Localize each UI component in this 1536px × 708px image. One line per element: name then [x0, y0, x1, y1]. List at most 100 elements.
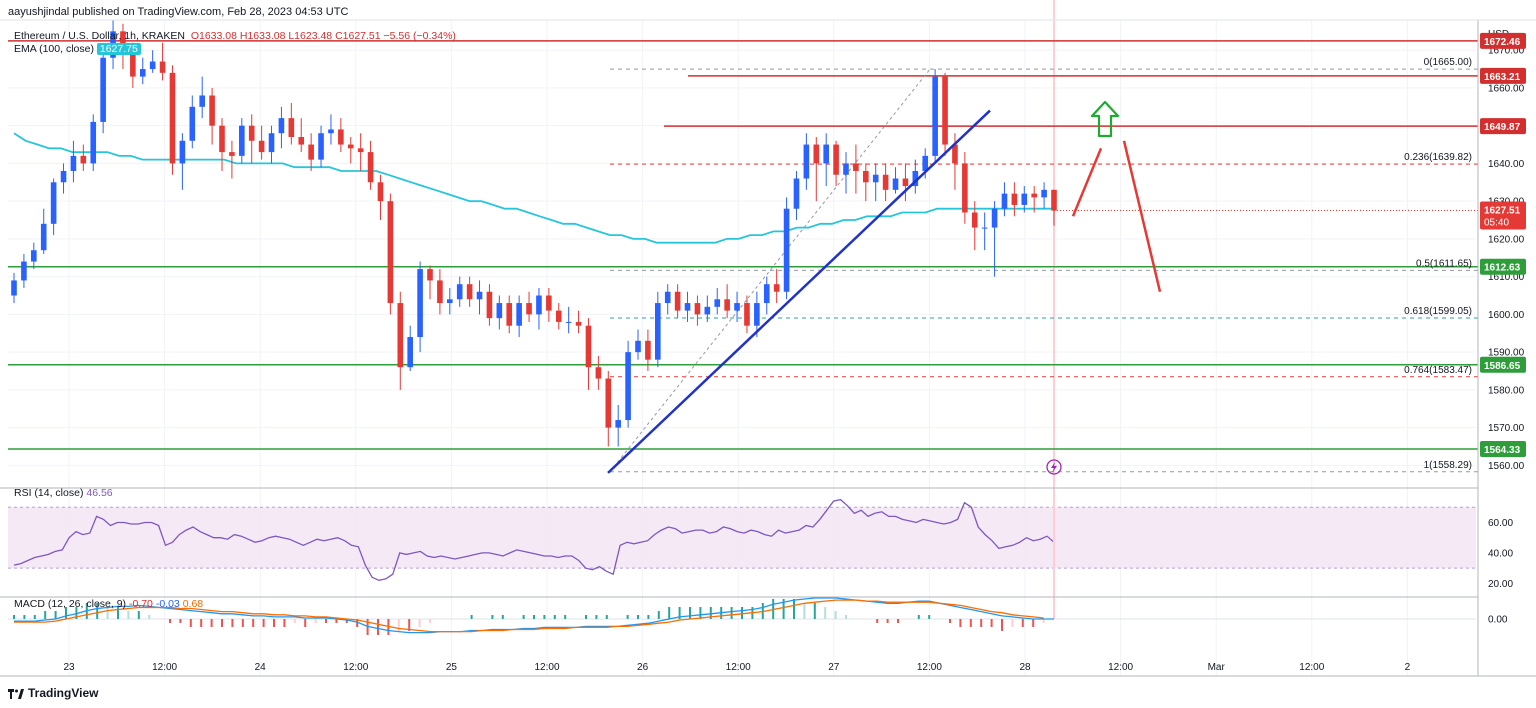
candle-body — [50, 182, 57, 224]
candle-body — [288, 118, 295, 137]
candle-body — [942, 76, 948, 145]
candle-body — [456, 284, 463, 300]
candle-body — [199, 95, 205, 107]
candle-body — [377, 182, 384, 202]
candle-body — [912, 170, 919, 187]
ohlc-close: C1627.51 — [335, 30, 381, 42]
ema-100-line — [13, 132, 1054, 244]
candle-body — [605, 378, 612, 428]
candle-body — [783, 208, 790, 292]
candle-body — [1041, 189, 1047, 198]
candle-body — [169, 72, 176, 164]
symbol-name: Ethereum / U.S. Dollar, 1h, KRAKEN — [14, 30, 185, 42]
candle-body — [1001, 193, 1008, 209]
candle-body — [189, 106, 196, 141]
candle-body — [338, 129, 344, 145]
candle-body — [239, 125, 245, 156]
macd-hist-value: -0.70 — [128, 598, 153, 610]
macd-label: MACD (12, 26, close, 9) — [14, 598, 127, 610]
time-tick-label: Mar — [1208, 662, 1226, 673]
candle-body — [70, 155, 77, 171]
price-tick-label: 1580.00 — [1488, 385, 1525, 396]
candle-body — [635, 340, 641, 353]
candle-body — [179, 140, 186, 164]
candle-body — [565, 321, 572, 323]
ohlc-low: L1623.48 — [288, 30, 333, 42]
ema-legend: EMA (100, close) 1627.75 — [14, 43, 141, 55]
price-badge — [1480, 32, 1526, 49]
candle-body — [139, 69, 146, 77]
price-tick-label: 1600.00 — [1488, 310, 1525, 321]
macd-line-value: -0.03 — [155, 598, 180, 610]
price-tick-label: 1660.00 — [1488, 83, 1525, 94]
candle-body — [674, 291, 681, 311]
rsi-tick-label: 40.00 — [1488, 548, 1513, 559]
candle-body — [724, 299, 730, 311]
candle-body — [763, 284, 770, 304]
fib-level-label: 1(1558.29) — [1424, 460, 1472, 471]
time-tick-label: 23 — [63, 662, 75, 673]
price-badge-label: 1564.33 — [1484, 445, 1521, 456]
candle-body — [744, 303, 750, 326]
axes: USD1670.001660.001650.001640.001630.0016… — [0, 19, 1536, 677]
candle-body — [793, 178, 800, 209]
candle-body — [823, 144, 829, 164]
fib-level-label: 0(1665.00) — [1424, 57, 1472, 68]
candle-body — [625, 352, 631, 421]
candle-body — [21, 261, 27, 281]
fib-diagonal — [609, 68, 931, 473]
candle-body — [31, 250, 37, 262]
candle-body — [466, 284, 473, 300]
candle-body — [872, 174, 879, 183]
rsi-value: 46.56 — [86, 487, 113, 499]
event-lightning-icon — [1046, 459, 1062, 475]
tradingview-brand[interactable]: TradingView — [8, 686, 98, 700]
price-tick-label: 1590.00 — [1488, 348, 1525, 359]
candle-body — [367, 152, 374, 183]
time-tick-label: 26 — [637, 662, 649, 673]
time-tick-label: 25 — [446, 662, 458, 673]
time-tick-label: 12:00 — [152, 662, 177, 673]
candle-body — [575, 321, 582, 326]
candle-body — [427, 269, 433, 281]
macd-legend: MACD (12, 26, close, 9) -0.70 -0.03 0.68 — [14, 598, 203, 610]
rsi-line — [13, 498, 1055, 581]
candle-body — [516, 303, 522, 326]
time-tick-label: 28 — [1019, 662, 1031, 673]
ohlc-change: −5.56 (−0.34%) — [383, 30, 456, 42]
candle-body — [100, 57, 106, 122]
ema-line — [13, 132, 1054, 244]
candle-body — [704, 306, 711, 315]
candle-body — [278, 118, 285, 134]
candle-body — [328, 129, 334, 134]
candle-body — [1011, 193, 1018, 205]
fib-level-label: 0.618(1599.05) — [1404, 306, 1472, 317]
fibonacci-retracement: 0(1665.00) 0.236(1639.82) 0.5(1611.65) 0.61… — [609, 57, 1478, 473]
candle-body — [90, 121, 97, 164]
candle-body — [645, 340, 651, 360]
candle-body — [615, 420, 621, 428]
candle-body — [1031, 193, 1037, 198]
candle-body — [258, 140, 265, 153]
candle-body — [60, 170, 67, 183]
candle-body — [11, 280, 17, 296]
candle-body — [248, 125, 255, 141]
candle-body — [664, 291, 671, 304]
rsi-tick-label: 60.00 — [1488, 518, 1513, 529]
time-tick-label: 12:00 — [343, 662, 368, 673]
price-badge — [1480, 441, 1526, 458]
price-badge — [1480, 118, 1526, 135]
candle-body — [853, 163, 859, 171]
candle-body — [734, 303, 740, 311]
last-price-badge — [1480, 201, 1526, 230]
candle-body — [813, 144, 820, 164]
candle-body — [407, 337, 413, 368]
candle-body — [486, 291, 493, 319]
ema-label: EMA (100, close) — [14, 43, 94, 55]
price-badge-label: 1586.65 — [1484, 361, 1521, 372]
price-tick-label: 1620.00 — [1488, 234, 1525, 245]
chart-grid — [8, 20, 1476, 676]
symbol-legend: Ethereum / U.S. Dollar, 1h, KRAKEN O1633… — [14, 30, 456, 42]
macd-pane — [8, 0, 1476, 635]
